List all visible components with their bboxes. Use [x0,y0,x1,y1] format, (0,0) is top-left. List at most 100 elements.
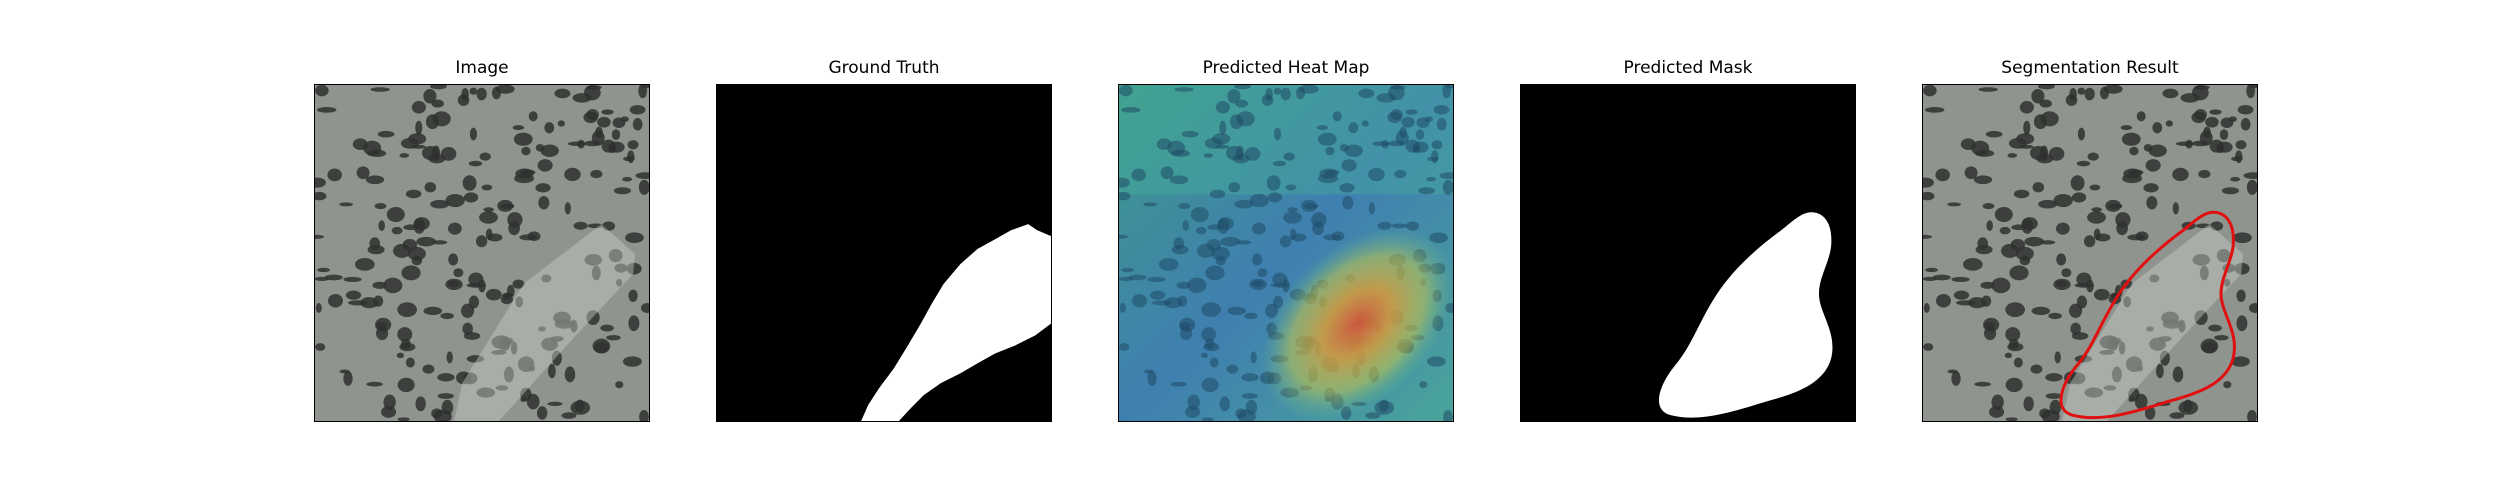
texture-spot [567,141,586,147]
texture-spot [591,265,601,281]
texture-spot [491,350,507,355]
texture-spot [547,401,563,406]
texture-spot [2071,332,2089,340]
texture-spot [430,85,447,90]
texture-spot [2099,350,2115,355]
texture-spot [1424,116,1433,122]
hot-region [1261,227,1453,421]
texture-spot [317,267,331,273]
texture-spot [2172,202,2179,215]
texture-spot [1433,104,1450,115]
panel-title-segmentation: Segmentation Result [2001,58,2179,78]
texture-spot [2087,152,2099,161]
texture-spot [1164,297,1183,309]
texture-spot [1348,122,1359,134]
texture-spot [479,152,491,161]
texture-spot [343,370,353,386]
texture-spot [2019,101,2034,114]
texture-spot [1984,326,1997,341]
texture-spot [1195,226,1207,235]
texture-spot [2069,303,2083,318]
texture-spot [639,409,649,421]
texture-spot [411,101,426,114]
texture-spot [1342,195,1354,210]
texture-spot [2247,409,2257,421]
texture-spot [396,352,404,359]
texture-spot [1994,206,2013,223]
texture-spot [366,381,383,387]
texture-spot [2194,109,2207,120]
segmentation-image [1923,85,2257,421]
texture-spot [1132,293,1147,308]
texture-spot [2024,236,2045,247]
texture-spot [2039,408,2051,419]
texture-spot [2158,336,2172,342]
texture-spot [324,274,343,281]
ground-truth-region [861,224,1051,421]
texture-spot [538,195,550,210]
texture-spot [2123,296,2132,308]
texture-spot [440,312,454,320]
texture-spot [510,341,518,355]
texture-spot [497,199,514,212]
texture-spot [2214,335,2229,341]
texture-spot [1316,125,1329,131]
texture-spot [2148,144,2167,157]
texture-spot [2162,88,2179,99]
texture-spot [483,207,494,213]
texture-spot [2008,137,2027,149]
texture-spot [1250,351,1257,364]
texture-spot [2230,356,2250,367]
texture-spot [2205,116,2219,128]
texture-spot [512,125,525,131]
texture-spot [503,366,514,383]
texture-spot [583,85,601,101]
texture-spot [553,311,571,325]
texture-spot [2146,326,2154,332]
texture-spot [2013,357,2023,368]
texture-spot [1339,183,1355,193]
texture-spot [2087,211,2106,224]
texture-spot [1924,106,1945,113]
texture-spot [2038,85,2055,90]
texture-spot [2077,127,2086,141]
texture-spot [2070,322,2081,336]
texture-spot [2053,278,2071,291]
texture-spot [378,220,385,232]
texture-spot [466,355,485,363]
texture-spot [528,111,538,122]
texture-spot [2224,278,2231,287]
panel-title-pred-mask: Predicted Mask [1623,58,1753,78]
texture-spot [411,256,423,266]
texture-spot [2143,183,2159,193]
texture-spot [620,116,629,122]
texture-spot [1368,167,1385,182]
texture-spot [462,175,477,191]
texture-spot [2009,265,2029,281]
texture-spot [1178,202,1191,210]
texture-spot [2031,88,2045,104]
texture-spot [2200,338,2219,354]
texture-spot [536,406,548,420]
texture-spot [2086,279,2094,293]
texture-spot [2007,153,2018,158]
texture-spot [1986,220,1993,232]
panel-image: Image [314,58,650,422]
texture-spot [1121,267,1135,273]
texture-spot [354,258,375,271]
texture-spot [2123,168,2142,179]
texture-spot [1923,276,1938,282]
texture-spot [535,144,545,152]
texture-image [315,85,649,421]
texture-spot [431,145,441,161]
predicted-region [1658,212,1833,418]
texture-spot [1257,268,1268,278]
texture-spot [400,137,419,149]
texture-spot [495,85,515,94]
texture-spot [2048,312,2062,320]
texture-spot [1923,234,1933,239]
texture-spot [1119,85,1133,97]
panel-heatmap: Predicted Heat Map [1118,58,1454,422]
texture-spot [1415,129,1425,140]
texture-spot [328,293,343,308]
